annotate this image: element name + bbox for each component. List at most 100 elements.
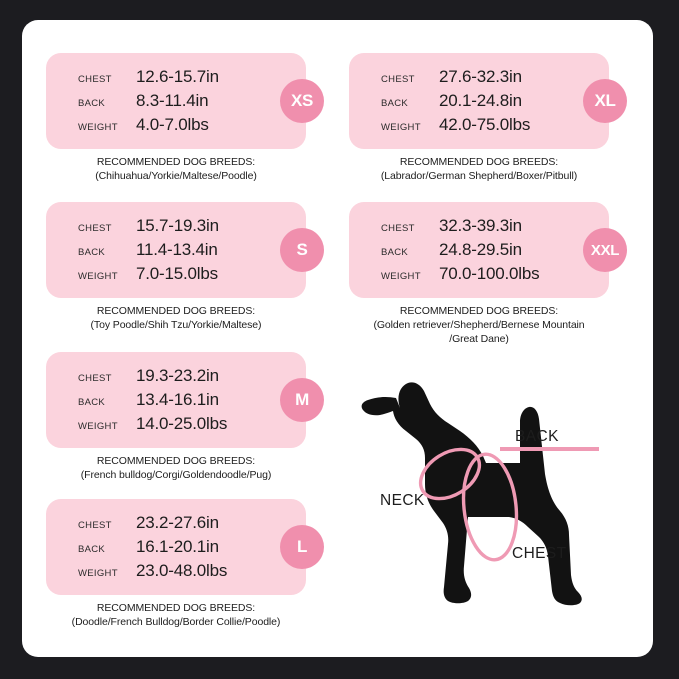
row-chest: CHEST 32.3-39.3in	[349, 214, 609, 238]
measurement-rows: CHEST 32.3-39.3in BACK 24.8-29.5in WEIGH…	[349, 214, 609, 286]
row-chest: CHEST 19.3-23.2in	[46, 364, 306, 388]
size-card-xl: CHEST 27.6-32.3in BACK 20.1-24.8in WEIGH…	[349, 53, 627, 149]
size-card-s: CHEST 15.7-19.3in BACK 11.4-13.4in WEIGH…	[46, 202, 324, 298]
row-value-weight: 70.0-100.0lbs	[439, 264, 540, 283]
row-back: BACK 24.8-29.5in	[349, 238, 609, 262]
row-value-chest: 19.3-23.2in	[136, 366, 219, 385]
row-value-chest: 32.3-39.3in	[439, 216, 522, 235]
row-label-back: BACK	[381, 98, 409, 109]
row-label-back: BACK	[78, 247, 106, 258]
breeds-list: (Labrador/German Shepherd/Boxer/Pitbull)	[380, 170, 578, 182]
row-chest: CHEST 15.7-19.3in	[46, 214, 306, 238]
row-back: BACK 13.4-16.1in	[46, 388, 306, 412]
row-chest: CHEST 23.2-27.6in	[46, 511, 306, 535]
row-label-chest: CHEST	[78, 373, 112, 384]
row-value-chest: 27.6-32.3in	[439, 67, 522, 86]
row-value-chest: 12.6-15.7in	[136, 67, 219, 86]
row-back: BACK 16.1-20.1in	[46, 535, 306, 559]
row-label-weight: WEIGHT	[78, 122, 118, 133]
size-block-xs: CHEST 12.6-15.7in BACK 8.3-11.4in WEIGHT…	[46, 53, 324, 183]
row-value-back: 13.4-16.1in	[136, 390, 219, 409]
breeds-heading: RECOMMENDED DOG BREEDS:	[96, 602, 256, 614]
row-label-chest: CHEST	[78, 74, 112, 85]
row-label-chest: CHEST	[381, 74, 415, 85]
row-weight: WEIGHT 42.0-75.0lbs	[349, 113, 609, 137]
row-value-chest: 23.2-27.6in	[136, 513, 219, 532]
size-card-l: CHEST 23.2-27.6in BACK 16.1-20.1in WEIGH…	[46, 499, 324, 595]
row-label-weight: WEIGHT	[381, 122, 421, 133]
breeds-list: (Golden retriever/Shepherd/Bernese Mount…	[373, 319, 585, 331]
size-chart-panel: CHEST 12.6-15.7in BACK 8.3-11.4in WEIGHT…	[22, 20, 653, 657]
row-label-chest: CHEST	[78, 223, 112, 234]
measurement-rows: CHEST 15.7-19.3in BACK 11.4-13.4in WEIGH…	[46, 214, 306, 286]
breeds-xs: RECOMMENDED DOG BREEDS: (Chihuahua/Yorki…	[46, 155, 306, 183]
measurement-rows: CHEST 23.2-27.6in BACK 16.1-20.1in WEIGH…	[46, 511, 306, 583]
breeds-s: RECOMMENDED DOG BREEDS: (Toy Poodle/Shih…	[46, 304, 306, 332]
row-label-weight: WEIGHT	[78, 421, 118, 432]
row-back: BACK 8.3-11.4in	[46, 89, 306, 113]
row-value-back: 24.8-29.5in	[439, 240, 522, 259]
row-value-weight: 7.0-15.0lbs	[136, 264, 218, 283]
row-value-weight: 23.0-48.0lbs	[136, 561, 228, 580]
breeds-heading: RECOMMENDED DOG BREEDS:	[399, 305, 559, 317]
row-weight: WEIGHT 70.0-100.0lbs	[349, 262, 609, 286]
row-value-back: 11.4-13.4in	[136, 240, 218, 259]
chest-measure-loop	[461, 452, 519, 562]
row-label-weight: WEIGHT	[78, 568, 118, 579]
size-badge-xs: XS	[280, 79, 324, 123]
breeds-heading: RECOMMENDED DOG BREEDS:	[399, 156, 559, 168]
row-weight: WEIGHT 4.0-7.0lbs	[46, 113, 306, 137]
size-block-s: CHEST 15.7-19.3in BACK 11.4-13.4in WEIGH…	[46, 202, 324, 332]
breeds-heading: RECOMMENDED DOG BREEDS:	[96, 455, 256, 467]
row-label-back: BACK	[381, 247, 409, 258]
row-value-back: 8.3-11.4in	[136, 91, 209, 110]
row-value-weight: 14.0-25.0lbs	[136, 414, 228, 433]
diagram-label-back: BACK	[515, 428, 559, 445]
diagram-label-neck: NECK	[380, 492, 425, 509]
breeds-list: (Toy Poodle/Shih Tzu/Yorkie/Maltese)	[90, 319, 262, 331]
row-back: BACK 20.1-24.8in	[349, 89, 609, 113]
row-label-chest: CHEST	[381, 223, 415, 234]
breeds-heading: RECOMMENDED DOG BREEDS:	[96, 156, 256, 168]
dog-silhouette-icon	[361, 382, 582, 606]
breeds-l: RECOMMENDED DOG BREEDS: (Doodle/French B…	[46, 601, 306, 629]
size-card-xs: CHEST 12.6-15.7in BACK 8.3-11.4in WEIGHT…	[46, 53, 324, 149]
row-weight: WEIGHT 23.0-48.0lbs	[46, 559, 306, 583]
breeds-list-line2: /Great Dane)	[449, 333, 509, 345]
breeds-m: RECOMMENDED DOG BREEDS: (French bulldog/…	[46, 454, 306, 482]
breeds-heading: RECOMMENDED DOG BREEDS:	[96, 305, 256, 317]
dog-diagram-svg	[361, 382, 599, 606]
size-badge-s: S	[280, 228, 324, 272]
row-label-back: BACK	[78, 98, 106, 109]
row-weight: WEIGHT 7.0-15.0lbs	[46, 262, 306, 286]
size-badge-xxl: XXL	[583, 228, 627, 272]
row-value-weight: 42.0-75.0lbs	[439, 115, 531, 134]
size-badge-m: M	[280, 378, 324, 422]
size-card-m: CHEST 19.3-23.2in BACK 13.4-16.1in WEIGH…	[46, 352, 324, 448]
measurement-rows: CHEST 12.6-15.7in BACK 8.3-11.4in WEIGHT…	[46, 65, 306, 137]
row-value-chest: 15.7-19.3in	[136, 216, 219, 235]
row-label-weight: WEIGHT	[381, 271, 421, 282]
row-back: BACK 11.4-13.4in	[46, 238, 306, 262]
row-label-chest: CHEST	[78, 520, 112, 531]
row-value-weight: 4.0-7.0lbs	[136, 115, 209, 134]
measurement-rows: CHEST 19.3-23.2in BACK 13.4-16.1in WEIGH…	[46, 364, 306, 436]
size-block-m: CHEST 19.3-23.2in BACK 13.4-16.1in WEIGH…	[46, 352, 324, 482]
size-card-xxl: CHEST 32.3-39.3in BACK 24.8-29.5in WEIGH…	[349, 202, 627, 298]
row-weight: WEIGHT 14.0-25.0lbs	[46, 412, 306, 436]
size-block-l: CHEST 23.2-27.6in BACK 16.1-20.1in WEIGH…	[46, 499, 324, 629]
row-label-back: BACK	[78, 397, 106, 408]
row-chest: CHEST 12.6-15.7in	[46, 65, 306, 89]
size-badge-xl: XL	[583, 79, 627, 123]
row-value-back: 20.1-24.8in	[439, 91, 522, 110]
row-label-back: BACK	[78, 544, 106, 555]
breeds-list: (Doodle/French Bulldog/Border Collie/Poo…	[71, 616, 281, 628]
size-block-xxl: CHEST 32.3-39.3in BACK 24.8-29.5in WEIGH…	[349, 202, 627, 346]
row-label-weight: WEIGHT	[78, 271, 118, 282]
measurement-rows: CHEST 27.6-32.3in BACK 20.1-24.8in WEIGH…	[349, 65, 609, 137]
diagram-label-chest: CHEST	[512, 545, 567, 562]
row-chest: CHEST 27.6-32.3in	[349, 65, 609, 89]
size-badge-l: L	[280, 525, 324, 569]
size-block-xl: CHEST 27.6-32.3in BACK 20.1-24.8in WEIGH…	[349, 53, 627, 183]
